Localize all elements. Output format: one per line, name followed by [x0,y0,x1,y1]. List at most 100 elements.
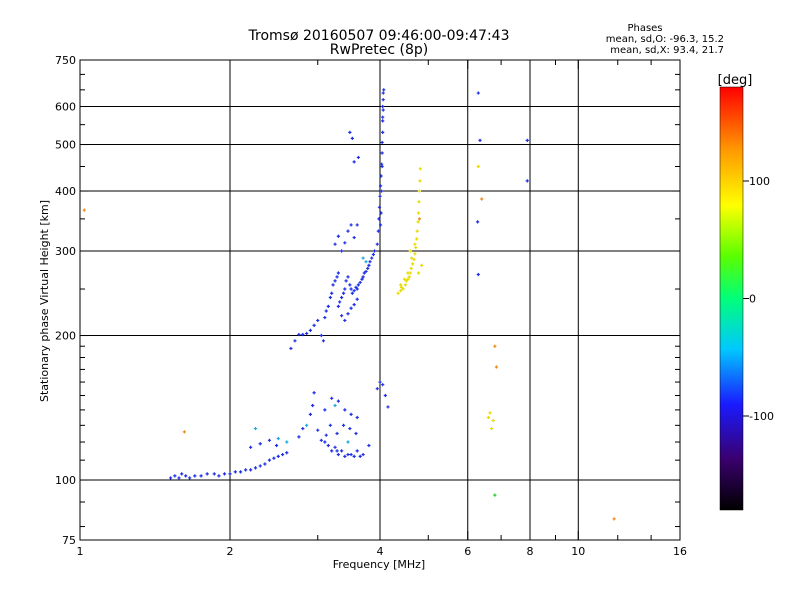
data-point [328,295,332,300]
data-point [380,189,384,193]
data-point [336,304,340,308]
data-point [378,194,382,198]
data-point [352,235,356,240]
data-point [312,391,316,395]
data-point [377,217,381,221]
data-point [420,263,424,267]
data-point [366,266,370,270]
data-point [478,138,482,142]
data-point [343,241,347,245]
data-point [330,449,334,453]
data-point [285,440,289,444]
data-point [371,252,376,257]
data-point [360,277,364,281]
data-point [379,211,383,215]
data-point [297,435,301,439]
data-point [376,229,380,233]
data-point [343,454,347,459]
data-point [346,440,350,444]
data-point [346,312,350,316]
data-point [253,426,258,431]
data-point [244,468,248,472]
data-point [364,269,368,274]
data-point [335,275,339,279]
data-point [340,449,344,453]
data-point [350,291,354,295]
data-point [336,271,340,275]
data-point [358,454,362,459]
data-point [180,472,184,476]
data-point [381,130,385,134]
data-point [349,223,353,227]
data-point [364,260,368,264]
data-point [367,263,371,267]
data-point [336,234,340,238]
data-point [377,205,382,209]
data-point [253,466,258,470]
data-point [491,418,495,423]
data-point [407,275,411,279]
colorbar-label: [deg] [718,73,753,88]
data-point [301,426,305,431]
data-point [362,271,366,275]
data-point [493,344,497,348]
data-point [375,387,379,391]
data-point [308,412,313,417]
data-point [352,160,356,164]
data-point [383,393,387,398]
data-point [493,493,497,497]
data-point [379,174,383,178]
data-point [301,332,305,337]
data-point [319,333,323,338]
phases-heading: Phases [627,23,662,34]
data-point [333,445,337,449]
data-point [335,431,339,436]
data-point [399,289,403,293]
data-point [352,302,356,307]
data-point [370,256,374,260]
colorbar-tick-label: 100 [749,175,770,188]
y-tick-label: 100 [55,474,76,487]
data-point [212,472,216,476]
data-point [361,275,365,279]
data-point [476,164,480,169]
data-point [381,383,385,387]
data-point [233,470,237,474]
data-point [258,464,262,468]
data-point [341,423,346,427]
axis-ticks [79,59,681,541]
colorbar-tick-label: 0 [749,293,756,306]
data-point [193,474,197,478]
data-point [333,279,337,283]
data-point [340,249,344,253]
data-point [328,423,332,427]
data-point [355,287,359,291]
y-tick-label: 75 [62,534,76,547]
y-tick-label: 600 [55,101,76,114]
data-point [378,380,382,384]
data-point [488,411,492,415]
data-point [402,277,407,281]
data-point [356,283,360,287]
data-point [333,242,337,246]
data-point [416,220,420,224]
data-point [249,445,253,449]
data-point [238,470,243,474]
data-point [348,130,352,134]
data-point [408,249,412,253]
data-point [375,242,379,246]
data-point [249,468,253,472]
data-point [354,431,358,436]
y-tick-label: 200 [55,330,76,343]
phases-o-stats: mean, sd,O: -96.3, 15.2 [606,34,724,45]
data-point [476,91,480,95]
data-point [311,403,315,408]
data-point [413,252,417,256]
data-point [348,426,352,431]
data-point [173,474,177,478]
data-point [169,476,173,480]
colorbar-tick-label: -100 [749,410,774,423]
data-point [406,271,410,275]
data-point [184,474,188,478]
data-point [416,211,421,215]
